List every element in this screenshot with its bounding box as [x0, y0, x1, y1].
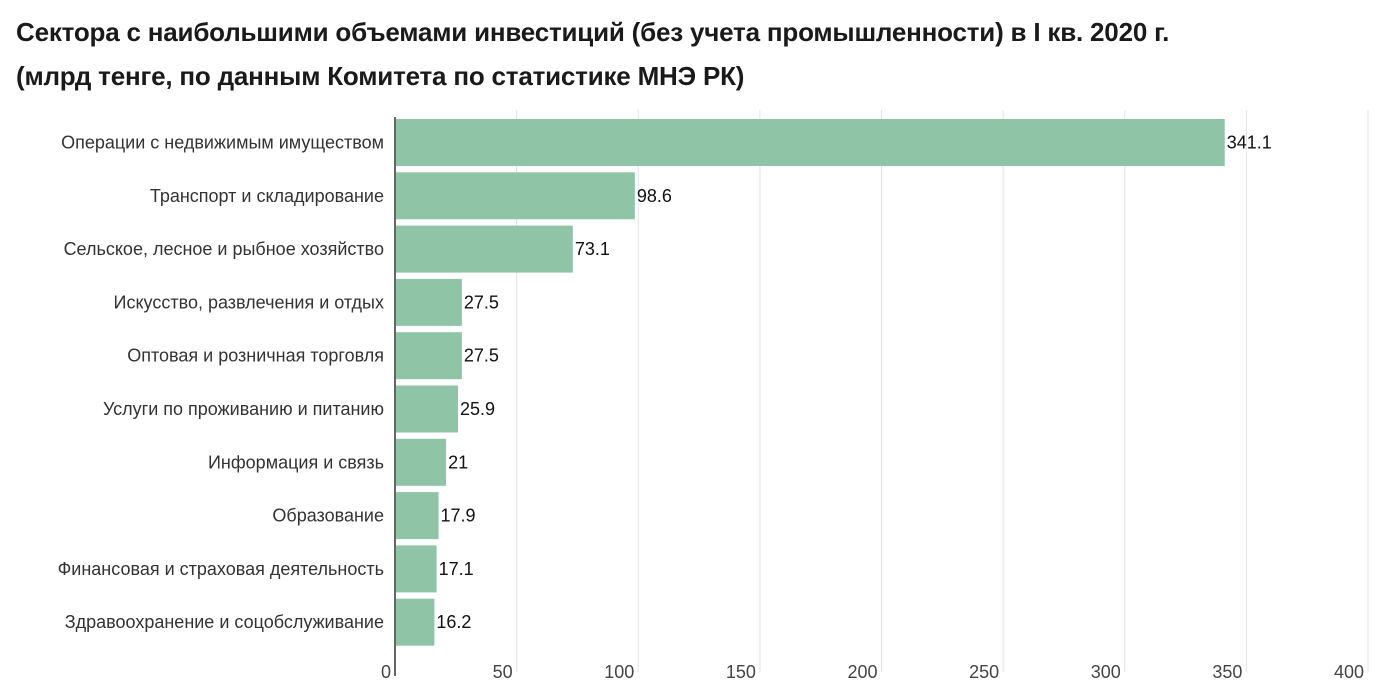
x-tick-label: 250: [969, 662, 999, 682]
data-label: 73.1: [575, 239, 610, 259]
x-tick-label: 150: [726, 662, 756, 682]
data-label: 17.1: [439, 559, 474, 579]
data-label: 27.5: [464, 346, 499, 366]
data-label: 16.2: [436, 612, 471, 632]
bar: [396, 385, 459, 433]
bars: [396, 119, 1225, 646]
x-tick-label: 50: [493, 662, 513, 682]
value-labels: 341.1 98.6 73.1 27.5 27.5 25.9 21 17.9 17.1 16.2: [436, 133, 1271, 633]
category-label: Услуги по проживанию и питанию: [103, 399, 384, 419]
category-label: Сельское, лесное и рыбное хозяйство: [64, 239, 384, 259]
bar: [396, 332, 462, 380]
data-label: 98.6: [637, 186, 672, 206]
bar: [396, 172, 635, 220]
x-tick-label: 0: [381, 662, 391, 682]
category-label: Информация и связь: [208, 452, 384, 472]
data-label: 25.9: [460, 399, 495, 419]
category-label: Здравоохранение и соцобслуживание: [65, 612, 384, 632]
category-label: Образование: [272, 506, 384, 526]
bar: [396, 438, 447, 486]
category-label: Оптовая и розничная торговля: [127, 346, 384, 366]
x-tick-label: 200: [847, 662, 877, 682]
bar: [396, 119, 1225, 166]
data-label: 27.5: [464, 292, 499, 312]
chart-subtitle: (млрд тенге, по данным Комитета по стати…: [16, 61, 745, 91]
x-tick-label: 100: [604, 662, 634, 682]
x-tick-label: 350: [1212, 662, 1242, 682]
bar: [396, 492, 439, 540]
chart-title-line-1: Сектора с наибольшими объемами инвестици…: [16, 17, 1170, 47]
bar: [396, 278, 462, 326]
data-label: 17.9: [441, 506, 476, 526]
category-label: Искусство, развлечения и отдых: [114, 292, 384, 312]
category-label: Транспорт и складирование: [150, 186, 384, 206]
category-labels: Операции с недвижимым имуществом Транспор…: [58, 133, 384, 633]
bar: [396, 545, 437, 593]
x-tick-label: 300: [1091, 662, 1121, 682]
category-label: Операции с недвижимым имуществом: [61, 133, 384, 153]
grid-lines: [516, 110, 1369, 672]
data-label: 21: [448, 452, 468, 472]
data-label: 341.1: [1227, 133, 1272, 153]
bar: [396, 598, 435, 646]
category-label: Финансовая и страховая деятельность: [58, 559, 384, 579]
x-axis-tick-labels: 0 50 100 150 200 250 300 350 400: [381, 662, 1364, 682]
chart-title: Сектора с наибольшими объемами инвестици…: [16, 10, 1169, 98]
bar: [396, 225, 573, 273]
x-tick-label: 400: [1334, 662, 1364, 682]
